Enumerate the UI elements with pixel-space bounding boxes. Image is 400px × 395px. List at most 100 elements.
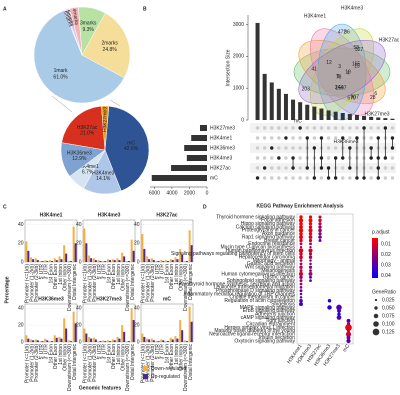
y-tick-label: Shigellosis [271,301,295,307]
y-axis-title: Percentage [4,276,10,303]
x-tick-label: 3' UTR [160,264,166,280]
dot [347,329,350,333]
member-dot [277,156,281,160]
y-tick-label: 20 [134,241,140,247]
dot [299,246,303,249]
x-tick-label: Promoter (1-2kb) [145,344,151,382]
size-key [373,313,379,319]
bar [104,261,107,262]
dot [299,215,303,219]
x-tick-label: Promoter (2-3kb) [34,264,40,302]
bar [111,259,114,262]
y-tick-label: Inflammatory mediator regulation of TRP … [184,291,296,297]
bar [150,338,153,342]
bar [148,259,151,262]
x-tick-label: Promoter (<=1kb) [25,344,31,384]
y-tick-label: Endocrine resistance [248,241,295,247]
panel-title: H3K27ac [156,212,177,218]
y-tick-label: 2000 [233,54,244,60]
nonmember-dot [284,156,288,160]
venn-count: 203 [302,86,311,92]
nonmember-dot [291,126,295,130]
dot [299,269,303,273]
dot [318,238,322,242]
intersection-bar [326,110,331,120]
dot [309,259,312,262]
bar [34,339,37,342]
bar [183,261,186,262]
nonmember-dot [298,146,302,150]
slice-category: 4marks [71,8,80,26]
y-tick-label: Human cytomegalovirus infection [221,271,295,277]
dot [308,235,313,239]
venn-count: 670 [347,96,356,102]
bar [132,250,135,262]
dot [299,225,303,229]
bar [109,341,111,342]
legend-label: Down-regulated [151,366,187,372]
y-tick-label: Adherens junction [255,311,295,317]
dot [318,232,322,236]
nonmember-dot [355,126,359,130]
nonmember-dot [255,166,260,170]
bar [55,260,58,262]
y-tick-label: Neuroactive ligand-receptor interaction [209,332,295,338]
nonmember-dot [262,136,267,140]
bar [25,241,28,262]
intersection-bar [333,111,338,120]
x-tick-label: Other Exon [169,264,175,290]
x-tick-label: 5' UTR [155,344,161,360]
slice-value-label: 6.7% [82,170,94,176]
venn-count: 41 [311,67,317,73]
nonmember-dot [369,136,373,140]
bar [107,259,109,262]
bar [53,258,56,262]
y-tick-label: Focal adhesion [261,218,295,224]
venn-set [309,28,375,116]
slice-label: 2marks 24.8% [101,41,118,54]
dot [308,232,313,236]
slice-label: 3marks 9.3% [80,21,97,34]
bar [32,259,35,262]
bar [72,226,75,262]
nonmember-dot [326,136,331,140]
bar [152,340,155,342]
y-tick-label: cAMP signaling pathway [241,315,296,321]
bar [90,258,93,262]
y-tick-label: ErbB signaling pathway [243,308,296,314]
bar [176,259,179,262]
y-tick-label: Mitophagy - animal [253,258,295,264]
nonmember-dot [390,166,395,170]
bar [60,259,63,262]
member-dot [298,126,302,130]
y-tick-label: 0 [79,339,82,345]
venn-count: 6 [374,91,377,97]
dot [299,279,303,283]
y-tick-label: 1000 [233,86,244,92]
panel-title: H3K27me3 [96,296,122,302]
x-tick-label: 0 [206,190,209,196]
dot [299,259,303,262]
chart-title: KEGG Pathway Enrichment Analysis [256,203,343,209]
dot [309,246,312,249]
bar [148,339,151,342]
y-tick-label: 40 [76,222,82,228]
x-tick-label: Promoter (<=1kb) [83,264,89,304]
nonmember-dot [348,126,352,130]
intersection-bar [390,118,395,120]
dot [337,312,341,316]
bar [85,333,88,342]
slice-category: 2marks [101,41,118,47]
intersection-bar [347,113,352,120]
dot [336,315,342,320]
nonmember-dot [255,136,260,140]
intersection-bar [362,115,367,120]
y-tick-label: 40 [76,306,82,312]
x-tick-label: Other Exon [169,344,175,370]
nonmember-dot [270,176,274,180]
x-tick-label: Promoter (2-3kb) [92,344,98,382]
nonmember-dot [262,156,267,160]
nonmember-dot [319,176,324,180]
y-tick-label: Hepatocellular carcinoma [239,255,296,261]
bar [49,260,51,262]
